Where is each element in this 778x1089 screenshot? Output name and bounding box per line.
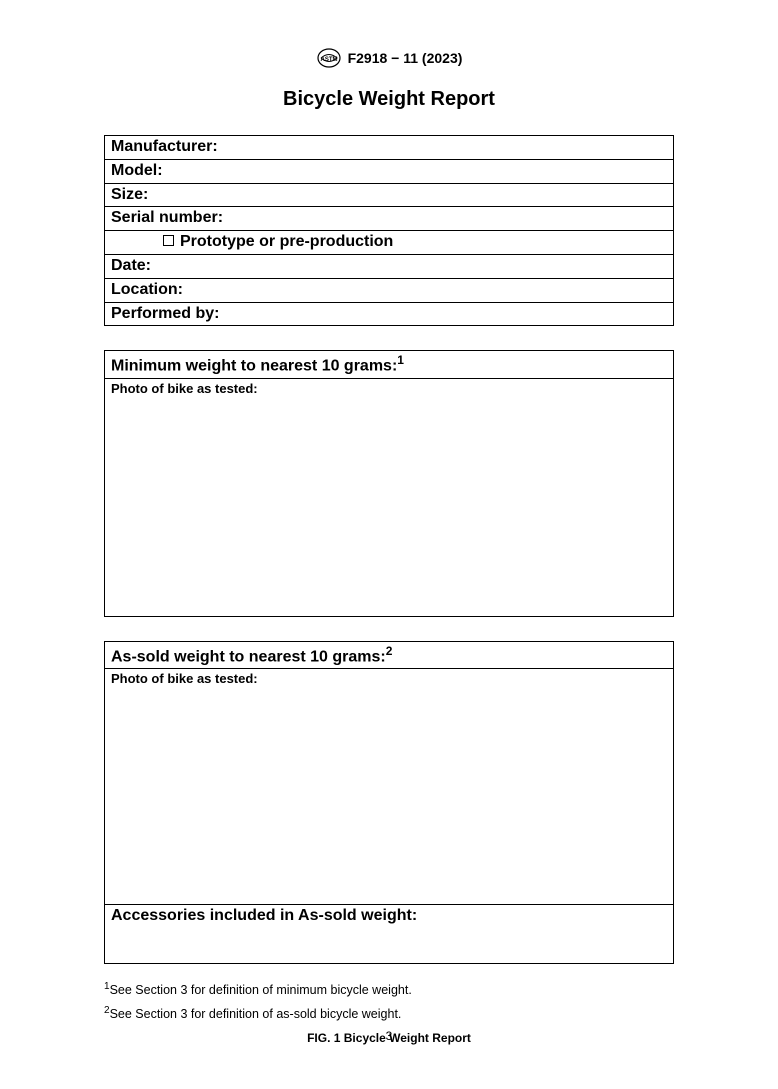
row-prototype: Prototype or pre-production [105, 231, 674, 255]
section1-photo-area [105, 398, 673, 616]
row-serial-number: Serial number: [105, 207, 674, 231]
footnote-1: 1See Section 3 for definition of minimum… [104, 978, 674, 1002]
footnote-2: 2See Section 3 for definition of as-sold… [104, 1002, 674, 1026]
fn1-text: See Section 3 for definition of minimum … [110, 983, 412, 997]
section1-sup: 1 [397, 353, 404, 367]
footnotes: 1See Section 3 for definition of minimum… [104, 978, 674, 1025]
row-location: Location: [105, 278, 674, 302]
section1-photo-label: Photo of bike as tested: [105, 379, 673, 398]
row-performed-by: Performed by: [105, 302, 674, 326]
accessories-area [105, 927, 673, 963]
info-table: Manufacturer: Model: Size: Serial number… [104, 135, 674, 326]
section2-photo-area [105, 688, 673, 904]
section-as-sold-weight: As-sold weight to nearest 10 grams:2 Pho… [104, 641, 674, 964]
astm-logo-icon: ASTM [316, 48, 342, 68]
section2-photo-label: Photo of bike as tested: [105, 669, 673, 688]
accessories-header: Accessories included in As-sold weight: [105, 904, 673, 927]
page-title: Bicycle Weight Report [0, 88, 778, 111]
fn2-text: See Section 3 for definition of as-sold … [110, 1007, 402, 1021]
row-manufacturer: Manufacturer: [105, 136, 674, 160]
section1-header: Minimum weight to nearest 10 grams:1 [105, 351, 673, 378]
section-minimum-weight: Minimum weight to nearest 10 grams:1 Pho… [104, 350, 674, 616]
section1-header-text: Minimum weight to nearest 10 grams: [111, 358, 397, 375]
section2-sup: 2 [386, 644, 393, 658]
spec-code: F2918 − 11 (2023) [348, 50, 463, 66]
svg-text:ASTM: ASTM [320, 57, 337, 63]
row-size: Size: [105, 183, 674, 207]
document-header: ASTM F2918 − 11 (2023) [0, 48, 778, 68]
row-model: Model: [105, 159, 674, 183]
content-wrapper: Manufacturer: Model: Size: Serial number… [104, 135, 674, 1045]
prototype-label: Prototype or pre-production [180, 233, 393, 250]
section2-header: As-sold weight to nearest 10 grams:2 [105, 642, 673, 669]
row-date: Date: [105, 254, 674, 278]
checkbox-icon[interactable] [163, 235, 174, 246]
section2-header-text: As-sold weight to nearest 10 grams: [111, 648, 386, 665]
